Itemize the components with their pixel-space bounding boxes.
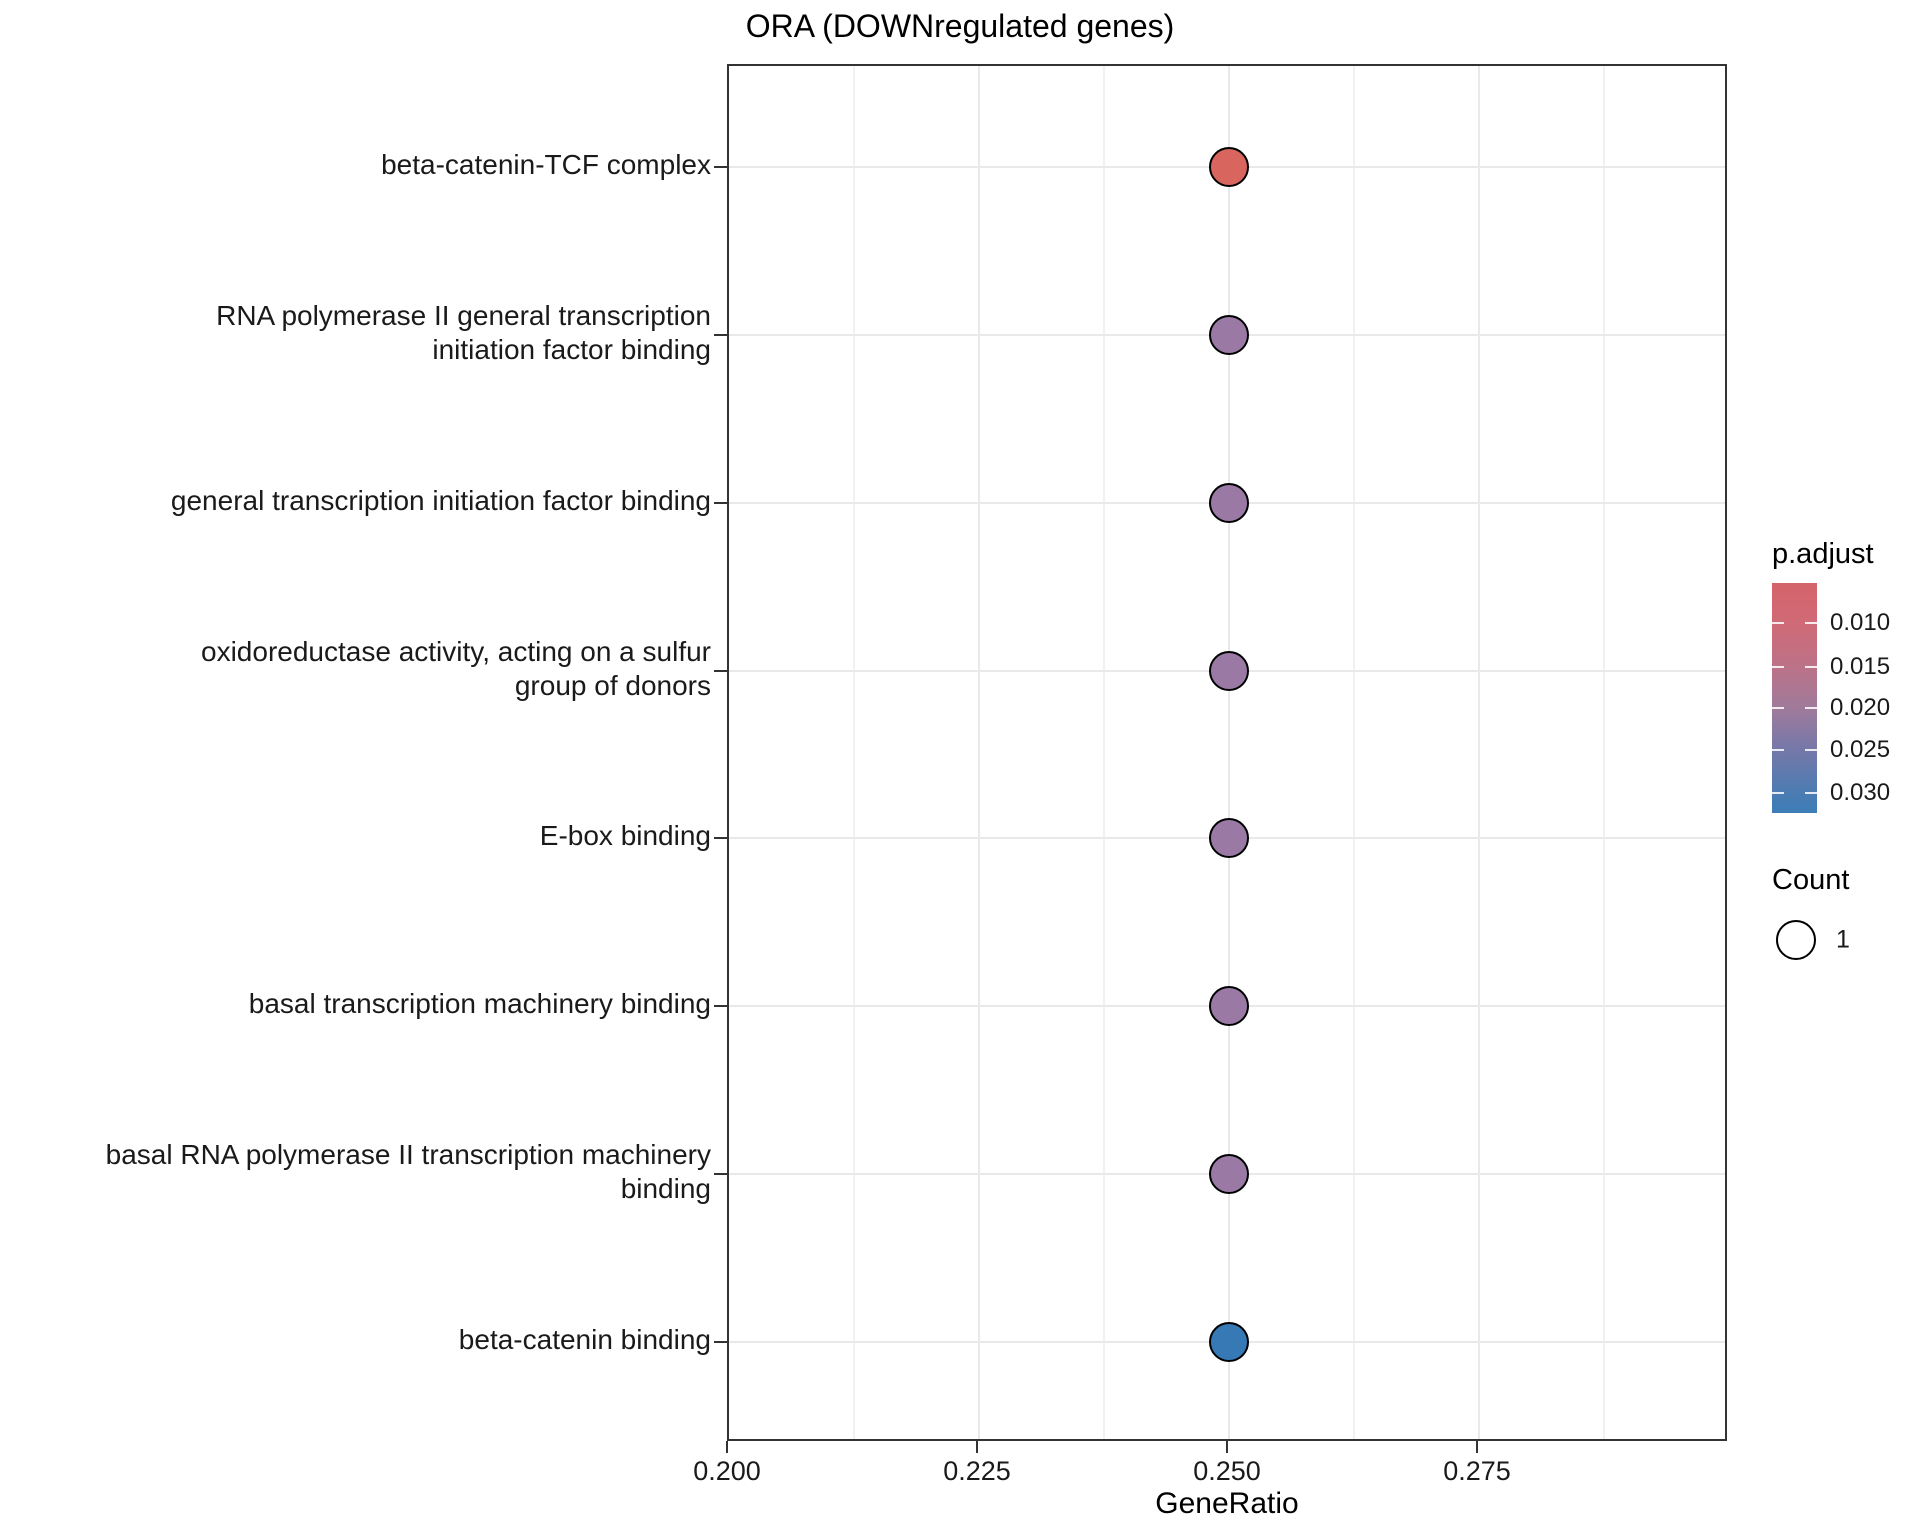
x-major-gridline: [1228, 66, 1230, 1439]
data-point: [1209, 986, 1249, 1027]
y-axis-term-label: beta-catenin binding: [458, 1324, 711, 1356]
data-point: [1209, 1154, 1249, 1195]
count-legend-circle-icon: [1776, 920, 1816, 960]
x-axis-tick: [1476, 1441, 1478, 1453]
y-axis-tick: [714, 333, 728, 336]
colorbar-tick-label: 0.010: [1830, 609, 1891, 636]
x-axis-tick-label: 0.225: [943, 1456, 1011, 1486]
data-point: [1209, 1322, 1249, 1363]
y-axis-tick: [714, 1341, 728, 1344]
colorbar-tick-right: [1805, 749, 1817, 751]
x-minor-gridline: [1103, 66, 1105, 1439]
data-point: [1209, 314, 1249, 355]
colorbar-tick-label: 0.020: [1830, 694, 1891, 721]
colorbar-tick-label: 0.015: [1830, 653, 1891, 680]
data-point: [1209, 650, 1249, 691]
y-axis-tick: [714, 837, 728, 840]
plot-panel: [714, 64, 1727, 1441]
x-major-gridline: [1478, 66, 1480, 1439]
colorbar-tick-label: 0.030: [1830, 779, 1891, 806]
y-axis-tick: [714, 1005, 728, 1008]
colorbar-tick-right: [1805, 707, 1817, 709]
count-legend-label: 1: [1836, 925, 1850, 954]
x-axis-tick-label: 0.250: [1193, 1456, 1261, 1486]
y-axis-tick: [714, 165, 728, 168]
colorbar-tick-left: [1772, 622, 1784, 624]
x-major-gridline: [978, 66, 980, 1439]
x-axis-tick-label: 0.200: [693, 1456, 761, 1486]
y-axis-term-label: basal transcription machinery binding: [248, 988, 711, 1020]
legend-count-title: Count: [1772, 864, 1850, 896]
x-axis-title: GeneRatio: [1155, 1487, 1299, 1520]
data-point: [1209, 818, 1249, 859]
legend-padjust-title: p.adjust: [1772, 538, 1874, 570]
x-axis-tick-label: 0.275: [1443, 1456, 1511, 1486]
y-axis-term-label: RNA polymerase II general transcription …: [216, 299, 711, 365]
colorbar-tick-left: [1772, 666, 1784, 668]
y-axis-term-label: basal RNA polymerase II transcription ma…: [105, 1139, 711, 1205]
y-axis-term-label: E-box binding: [539, 820, 711, 852]
y-axis-term-label: general transcription initiation factor …: [170, 484, 711, 516]
y-axis-tick: [714, 669, 728, 672]
data-point: [1209, 146, 1249, 187]
y-axis-tick: [714, 1173, 728, 1176]
x-minor-gridline: [1353, 66, 1355, 1439]
colorbar-tick-right: [1805, 666, 1817, 668]
colorbar-tick-right: [1805, 622, 1817, 624]
padjust-colorbar: [1772, 583, 1817, 813]
data-point: [1209, 482, 1249, 523]
plot-title: ORA (DOWNregulated genes): [745, 8, 1175, 44]
y-axis-term-label: beta-catenin-TCF complex: [381, 148, 711, 180]
colorbar-tick-left: [1772, 792, 1784, 794]
x-axis-tick: [976, 1441, 978, 1453]
x-minor-gridline: [853, 66, 855, 1439]
colorbar-tick-left: [1772, 749, 1784, 751]
colorbar-tick-label: 0.025: [1830, 736, 1891, 763]
y-axis-term-label: oxidoreductase activity, acting on a sul…: [201, 635, 711, 701]
colorbar-tick-left: [1772, 707, 1784, 709]
x-minor-gridline: [1603, 66, 1605, 1439]
x-axis-tick: [726, 1441, 728, 1453]
colorbar-tick-right: [1805, 792, 1817, 794]
x-axis-tick: [1226, 1441, 1228, 1453]
y-axis-tick: [714, 501, 728, 504]
